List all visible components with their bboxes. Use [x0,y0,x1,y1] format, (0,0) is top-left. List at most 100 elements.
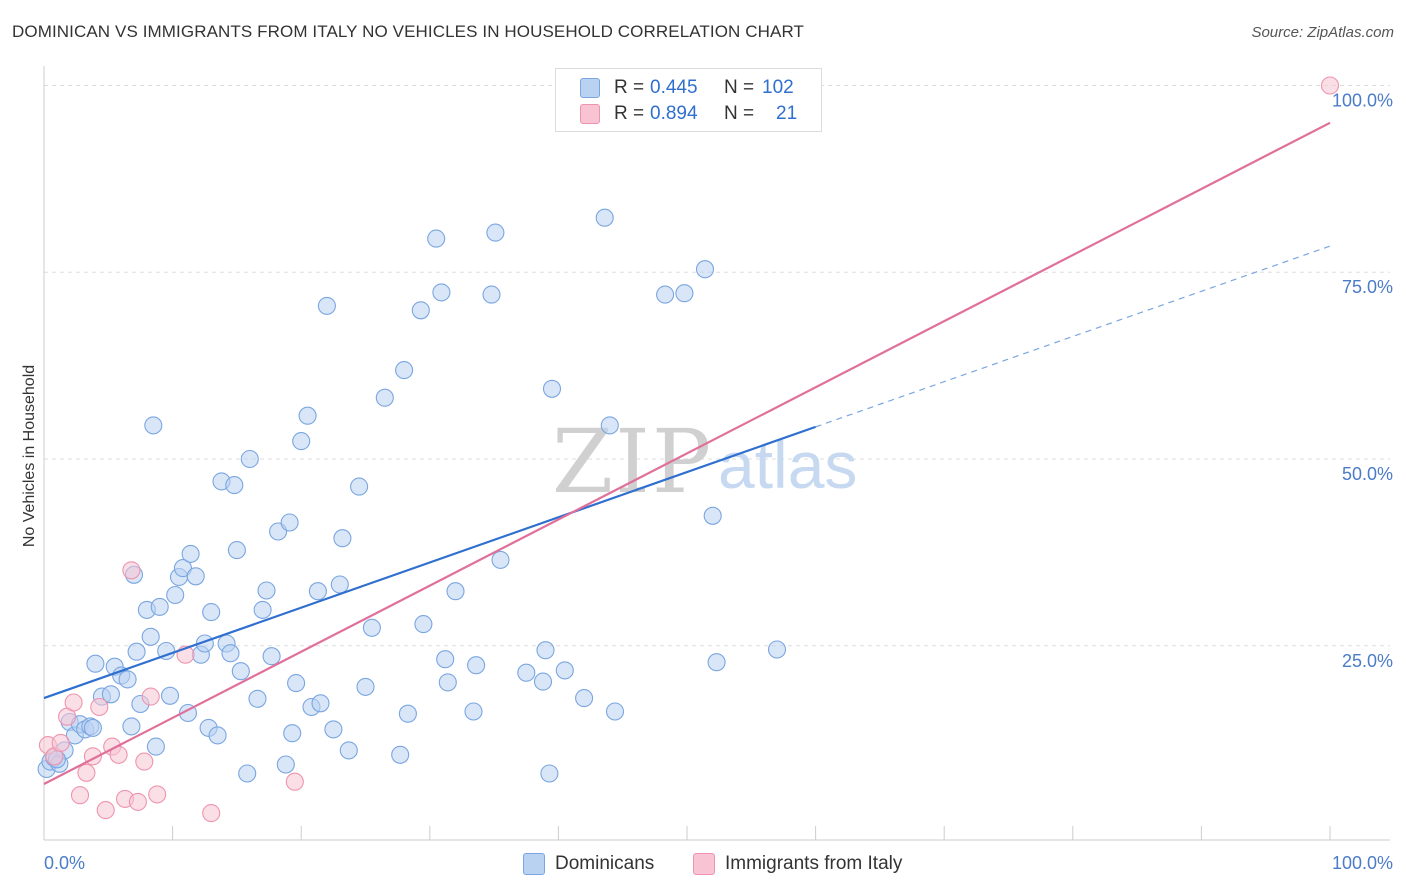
dominican-point-95 [695,260,715,279]
dominican-point-71 [411,301,430,320]
x-tick-label-min: 0.0% [44,853,85,873]
dominican-point-28 [173,559,192,578]
dominican-point-62 [333,529,352,548]
italy-point-15 [135,752,154,771]
dominican-point-80 [482,285,501,304]
dominican-point-89 [575,689,594,708]
dominican-point-58 [311,694,330,713]
dominican-point-57 [308,582,327,601]
dominican-point-92 [605,702,625,721]
italy-point-20 [285,772,304,791]
dominican-point-25 [160,686,180,705]
y-tick-label-2: 75.0% [1342,277,1393,297]
dominican-point-97 [707,653,726,672]
italy-point-14 [128,792,147,811]
dominican-point-48 [262,647,281,666]
dominican-point-40 [225,476,244,495]
watermark-atlas: atlas [718,428,857,502]
dominican-point-79 [467,656,486,675]
dominican-point-35 [202,603,221,622]
dominican-point-43 [238,764,257,783]
italy-point-21 [1320,76,1340,95]
legend-row-italy: R = 0.894 N = 21 [556,101,821,127]
dominican-point-59 [317,296,336,315]
dominican-point-78 [464,702,483,721]
dominican-point-63 [339,741,358,760]
dominican-point-73 [427,229,446,248]
dominican-point-53 [287,674,306,693]
dominican-point-60 [324,720,343,739]
correlation-legend: R = 0.445 N = 102 R = 0.894 N = 21 [555,68,822,132]
dominican-point-61 [330,575,349,594]
dominican-point-64 [350,477,369,496]
dominican-point-12 [101,685,120,704]
dominican-point-54 [292,432,311,451]
y-tick-label-1: 50.0% [1342,464,1393,484]
x-tick-label-max: 100.0% [1332,853,1393,873]
dominican-point-101 [122,717,141,736]
tick-labels: 25.0% 50.0% 75.0% 100.0% 0.0% 100.0% [44,90,1393,873]
watermark-zip: ZIP [552,410,713,513]
dominican-point-91 [600,416,619,435]
chart-title: DOMINICAN VS IMMIGRANTS FROM ITALY NO VE… [12,22,804,41]
dominican-point-30 [181,544,200,563]
axes-layer [43,66,1390,841]
dominican-point-68 [391,745,410,764]
italy-trend-line [43,121,1331,785]
dominican-point-82 [491,550,510,569]
dominican-point-44 [240,449,259,469]
legend-swatch-blue [580,78,600,98]
y-axis-label: No Vehicles in Household [21,365,38,547]
bottom-legend-swatch-pink [693,853,715,875]
dominican-point-76 [438,673,457,692]
dominican-point-87 [542,379,562,398]
dominican-point-81 [486,223,505,242]
bottom-legend-swatch-blue [523,853,545,875]
legend-n-label: N = [724,103,755,124]
dominican-point-15 [118,670,137,689]
italy-point-19 [202,804,221,823]
italy-point-17 [148,785,167,804]
dominican-point-23 [150,597,169,616]
italy-point-6 [77,763,96,782]
dominican-point-55 [298,406,317,425]
dominican-point-47 [257,581,276,600]
dominican-point-72 [414,615,433,634]
dominican-point-77 [446,582,465,601]
dominican-point-93 [656,285,675,304]
bottom-legend-italy[interactable]: Immigrants from Italy [693,852,933,878]
italy-point-13 [122,561,141,580]
dominican-point-41 [227,541,246,560]
dominican-point-52 [283,724,302,743]
dominican-point-20 [141,627,160,646]
dominican-point-10 [86,654,105,673]
legend-r-label: R = [614,77,645,98]
italy-point-9 [96,801,115,820]
dominican-point-26 [166,585,185,605]
legend-n-value: 21 [776,103,798,124]
dominican-point-67 [375,388,394,407]
dominican-point-17 [127,642,146,661]
y-tick-label-0: 25.0% [1342,651,1393,671]
dominican-point-88 [555,661,574,680]
italy-point-5 [70,786,90,805]
legend-swatch-pink [580,104,600,124]
italy-points [38,76,1340,823]
dominican-point-46 [253,600,272,619]
dominican-point-42 [231,662,250,681]
bottom-legend-label-italy: Immigrants from Italy [725,853,903,874]
dominican-point-69 [395,361,414,380]
dominican-point-66 [362,618,381,637]
dominican-point-51 [280,513,299,532]
y-tick-label-3: 100.0% [1332,90,1393,110]
bottom-legend-dominicans[interactable]: Dominicans [523,852,673,878]
italy-point-8 [90,697,109,717]
dominican-point-99 [83,718,102,737]
dominican-point-70 [398,704,417,723]
dominican-point-39 [221,644,240,663]
legend-r-label: R = [614,103,645,124]
dominican-point-36 [208,726,227,745]
dominican-point-84 [533,672,553,691]
dominican-point-90 [595,208,614,227]
legend-row-dominicans: R = 0.445 N = 102 [556,75,821,101]
